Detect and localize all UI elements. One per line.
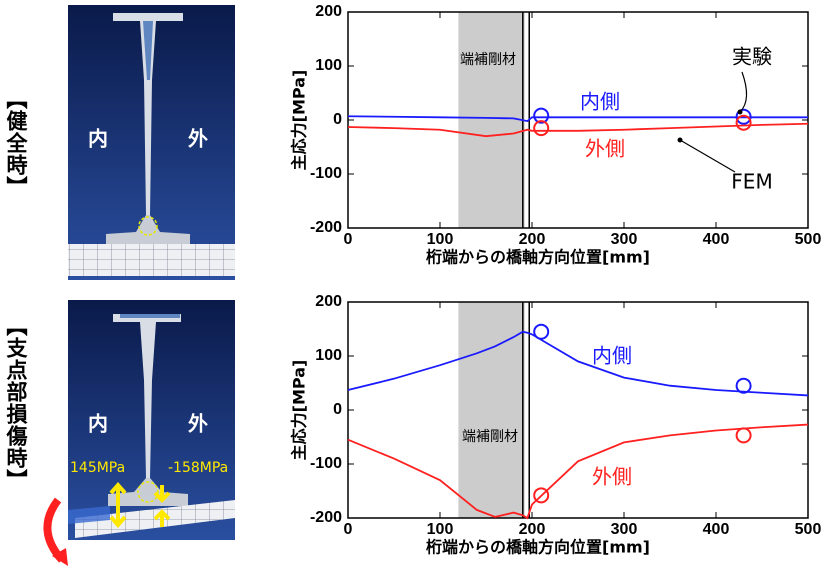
x-axis-label: 桁端からの橋軸方向位置[mm] — [426, 248, 650, 267]
y-tick-label: 0 — [333, 401, 342, 418]
y-tick-label: -200 — [310, 509, 342, 526]
x-tick-label: 400 — [703, 521, 730, 538]
x-tick-label: 500 — [795, 521, 822, 538]
outer-label: 外 — [188, 127, 208, 151]
page: {"side_labels": ["【健全時】", "【支点部損傷時】"], "… — [0, 0, 834, 569]
annotation-arrow — [680, 140, 735, 172]
chart: -200 -100 0 100 200 0 100 200 300 400 500 桁端からの橋軸方向… — [290, 293, 822, 556]
y-tick-label: 100 — [315, 347, 342, 364]
arrow-head — [738, 110, 743, 115]
x-tick-label: 500 — [795, 231, 822, 248]
x-tick-label: 100 — [427, 231, 454, 248]
series-label: 内側 — [580, 90, 620, 114]
stiffener-band — [458, 302, 524, 518]
x-tick-label: 0 — [344, 521, 353, 538]
experiment-point — [737, 428, 751, 442]
fem-line — [348, 124, 808, 136]
annotation: 端補剛材 — [462, 429, 518, 445]
x-axis-label: 桁端からの橋軸方向位置[mm] — [426, 538, 650, 557]
series-label: 内側 — [592, 344, 632, 368]
x-tick-label: 200 — [519, 521, 546, 538]
annotation: FEM — [731, 170, 772, 194]
series-label: 外側 — [585, 137, 625, 161]
x-tick-label: 100 — [427, 521, 454, 538]
fem-model: 内 外 145MPa -158MPa — [47, 300, 235, 566]
annotation: 実験 — [732, 45, 772, 69]
y-axis-label: 主応力[MPa] — [290, 360, 309, 461]
y-tick-label: -200 — [310, 219, 342, 236]
stress-label: -158MPa — [168, 460, 228, 476]
experiment-point — [737, 379, 751, 393]
y-axis-label: 主応力[MPa] — [290, 70, 309, 171]
y-tick-label: 0 — [333, 111, 342, 128]
figure: 内 外 内 外 145MPa -158MPa -200 -100 0 100 200 0 1… — [0, 0, 834, 569]
annotation-arrow — [740, 72, 747, 112]
fem-model: 内 外 — [68, 5, 235, 280]
y-tick-label: 100 — [315, 57, 342, 74]
x-tick-label: 300 — [611, 231, 638, 248]
series-label: 外側 — [592, 465, 632, 489]
x-tick-label: 200 — [519, 231, 546, 248]
chart: -200 -100 0 100 200 0 100 200 300 400 500 桁端からの橋軸方向… — [290, 3, 822, 266]
stress-label: 145MPa — [70, 460, 125, 476]
x-tick-label: 300 — [611, 521, 638, 538]
outer-label: 外 — [188, 412, 208, 436]
fem-line — [348, 425, 808, 518]
y-tick-label: 200 — [315, 3, 342, 20]
arrow-head — [678, 138, 683, 143]
plot-frame — [348, 302, 808, 518]
y-tick-label: -100 — [310, 165, 342, 182]
inner-label: 内 — [88, 412, 108, 436]
inner-label: 内 — [88, 127, 108, 151]
fem-line — [348, 332, 808, 396]
x-tick-label: 400 — [703, 231, 730, 248]
experiment-point — [534, 325, 548, 339]
x-tick-label: 0 — [344, 231, 353, 248]
stiffener-band — [458, 12, 524, 228]
annotation: 端補剛材 — [460, 52, 516, 68]
y-tick-label: -100 — [310, 455, 342, 472]
y-tick-label: 200 — [315, 293, 342, 310]
